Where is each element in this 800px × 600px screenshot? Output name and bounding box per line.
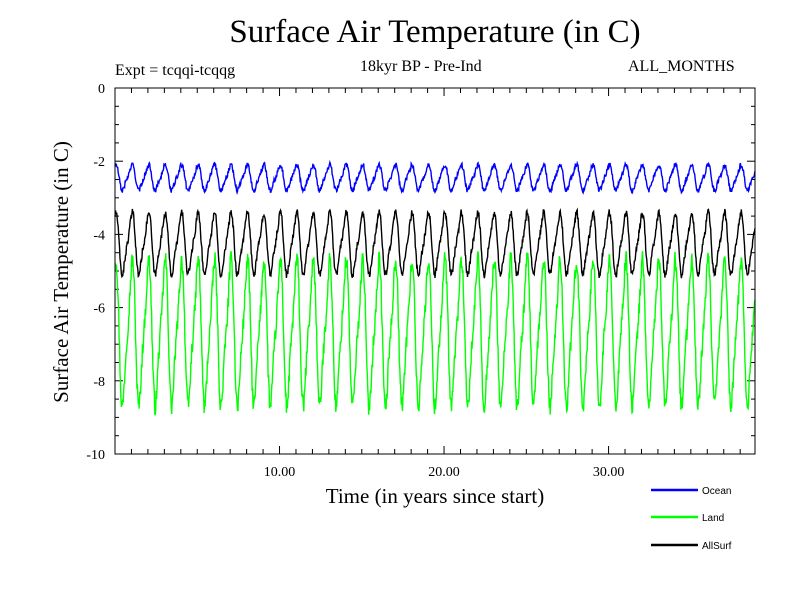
legend: Ocean Land AllSurf — [651, 486, 732, 552]
series-line-ocean — [114, 159, 756, 196]
x-tick-label: 10.00 — [264, 465, 296, 480]
legend-label-allsurf: AllSurf — [702, 541, 732, 552]
x-tick-label: 20.00 — [428, 465, 460, 480]
y-tick-label: -2 — [93, 155, 105, 170]
plot-frame — [114, 87, 756, 455]
chart-subtitle: 18kyr BP - Pre-Ind — [360, 58, 482, 75]
chart-title: Surface Air Temperature (in C) — [229, 14, 641, 50]
x-tick-label: 30.00 — [593, 465, 625, 480]
legend-label-land: Land — [702, 513, 724, 524]
y-tick-label: -4 — [93, 228, 105, 243]
months-label: ALL_MONTHS — [628, 58, 735, 75]
y-tick-label: -6 — [93, 302, 105, 317]
series-line-allsurf — [114, 207, 756, 279]
legend-label-ocean: Ocean — [702, 486, 731, 497]
experiment-label: Expt = tcqqi-tcqqg — [115, 62, 236, 79]
y-axis-label: Surface Air Temperature (in C) — [49, 141, 73, 403]
series-line-land — [114, 250, 756, 416]
y-tick-label: -8 — [93, 375, 105, 390]
x-axis-label: Time (in years since start) — [326, 484, 545, 508]
y-tick-label: -10 — [86, 448, 105, 463]
y-tick-label: 0 — [98, 82, 105, 97]
